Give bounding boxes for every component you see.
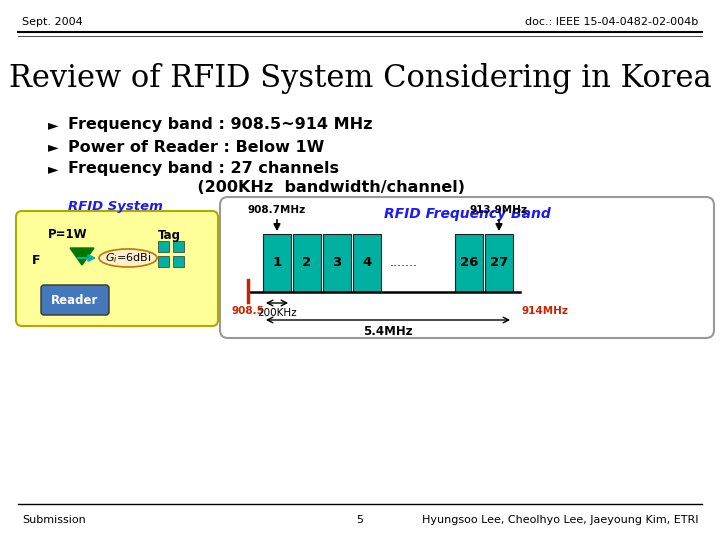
FancyBboxPatch shape — [220, 197, 714, 338]
Text: Frequency band : 27 channels: Frequency band : 27 channels — [68, 161, 339, 177]
FancyBboxPatch shape — [158, 256, 169, 267]
Text: Review of RFID System Considering in Korea: Review of RFID System Considering in Kor… — [9, 63, 711, 93]
Text: .......: ....... — [390, 256, 418, 269]
Text: Hyungsoo Lee, Cheolhyo Lee, Jaeyoung Kim, ETRI: Hyungsoo Lee, Cheolhyo Lee, Jaeyoung Kim… — [421, 515, 698, 525]
Text: 1: 1 — [272, 256, 282, 269]
Text: 5: 5 — [356, 515, 364, 525]
Text: Submission: Submission — [22, 515, 86, 525]
Text: $G_i$=6dBi: $G_i$=6dBi — [105, 251, 151, 265]
Text: Tag: Tag — [158, 228, 181, 241]
Text: 27: 27 — [490, 256, 508, 269]
Text: F: F — [32, 253, 40, 267]
FancyBboxPatch shape — [158, 241, 169, 252]
Text: Reader: Reader — [51, 294, 99, 307]
Text: 914MHz: 914MHz — [522, 306, 569, 316]
Text: 2: 2 — [302, 256, 312, 269]
FancyBboxPatch shape — [455, 234, 483, 292]
Text: ►: ► — [48, 162, 58, 176]
Text: Power of Reader : Below 1W: Power of Reader : Below 1W — [68, 139, 324, 154]
Text: 4: 4 — [362, 256, 372, 269]
Text: 913.9MHz: 913.9MHz — [470, 205, 528, 215]
FancyBboxPatch shape — [353, 234, 381, 292]
FancyBboxPatch shape — [173, 256, 184, 267]
Text: ►: ► — [48, 140, 58, 154]
Text: 908.7MHz: 908.7MHz — [248, 205, 306, 215]
FancyBboxPatch shape — [293, 234, 321, 292]
Text: 200KHz: 200KHz — [257, 308, 297, 318]
Text: 3: 3 — [333, 256, 341, 269]
FancyBboxPatch shape — [173, 241, 184, 252]
Text: P=1W: P=1W — [48, 228, 88, 241]
Text: (200KHz  bandwidth/channel): (200KHz bandwidth/channel) — [68, 179, 465, 194]
Text: RFID System: RFID System — [68, 200, 163, 213]
Text: RFID Frequency Band: RFID Frequency Band — [384, 207, 550, 221]
Polygon shape — [70, 248, 94, 265]
Ellipse shape — [99, 249, 157, 267]
Text: 908.5: 908.5 — [232, 306, 264, 316]
Text: doc.: IEEE 15-04-0482-02-004b: doc.: IEEE 15-04-0482-02-004b — [525, 17, 698, 27]
FancyBboxPatch shape — [16, 211, 218, 326]
Text: 5.4MHz: 5.4MHz — [363, 325, 413, 338]
Text: 26: 26 — [460, 256, 478, 269]
FancyBboxPatch shape — [263, 234, 291, 292]
FancyBboxPatch shape — [41, 285, 109, 315]
FancyBboxPatch shape — [485, 234, 513, 292]
Text: Sept. 2004: Sept. 2004 — [22, 17, 83, 27]
FancyBboxPatch shape — [323, 234, 351, 292]
Text: ►: ► — [48, 118, 58, 132]
Text: Frequency band : 908.5~914 MHz: Frequency band : 908.5~914 MHz — [68, 118, 372, 132]
